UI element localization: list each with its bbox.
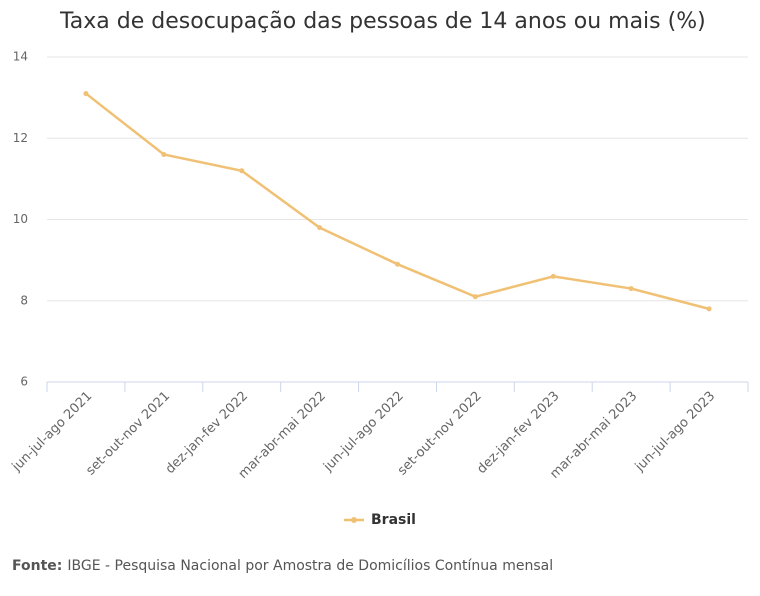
point — [550, 273, 556, 279]
y-tick-label: 6 — [20, 375, 28, 389]
x-tick-label: mar-abr-mai 2022 — [236, 389, 329, 482]
point — [706, 306, 712, 312]
point — [161, 152, 167, 157]
point — [472, 294, 478, 300]
legend-marker — [351, 517, 357, 523]
point — [83, 91, 89, 97]
line — [85, 92, 710, 311]
footer-label: Fonte: — [12, 558, 62, 574]
x-tick-label: dez-jan-fev 2023 — [474, 389, 562, 477]
point — [239, 168, 245, 174]
x-tick-label: jun-jul-ago 2021 — [9, 389, 95, 475]
legend-label: Brasil — [371, 512, 416, 528]
point — [395, 261, 400, 267]
footer-text: IBGE - Pesquisa Nacional por Amostra de … — [67, 558, 553, 574]
x-tick-label: set-out-nov 2022 — [395, 389, 485, 479]
point — [628, 286, 634, 292]
y-tick-label: 8 — [20, 293, 28, 307]
x-tick-label: set-out-nov 2021 — [83, 389, 173, 479]
footer: Fonte: IBGE - Pesquisa Nacional por Amost… — [12, 558, 553, 574]
x-tick-label: jun-jul-ago 2022 — [320, 389, 406, 475]
y-tick-label: 10 — [13, 212, 28, 226]
point — [317, 225, 323, 231]
x-tick-label: jun-jul-ago 2023 — [632, 389, 718, 475]
x-tick-label: mar-abr-mai 2023 — [547, 389, 640, 482]
y-tick-label: 12 — [13, 131, 28, 145]
chart-title: Taxa de desocupação das pessoas de 14 an… — [59, 9, 706, 34]
x-tick-label: dez-jan-fev 2022 — [163, 389, 251, 477]
y-tick-label: 14 — [13, 50, 28, 64]
